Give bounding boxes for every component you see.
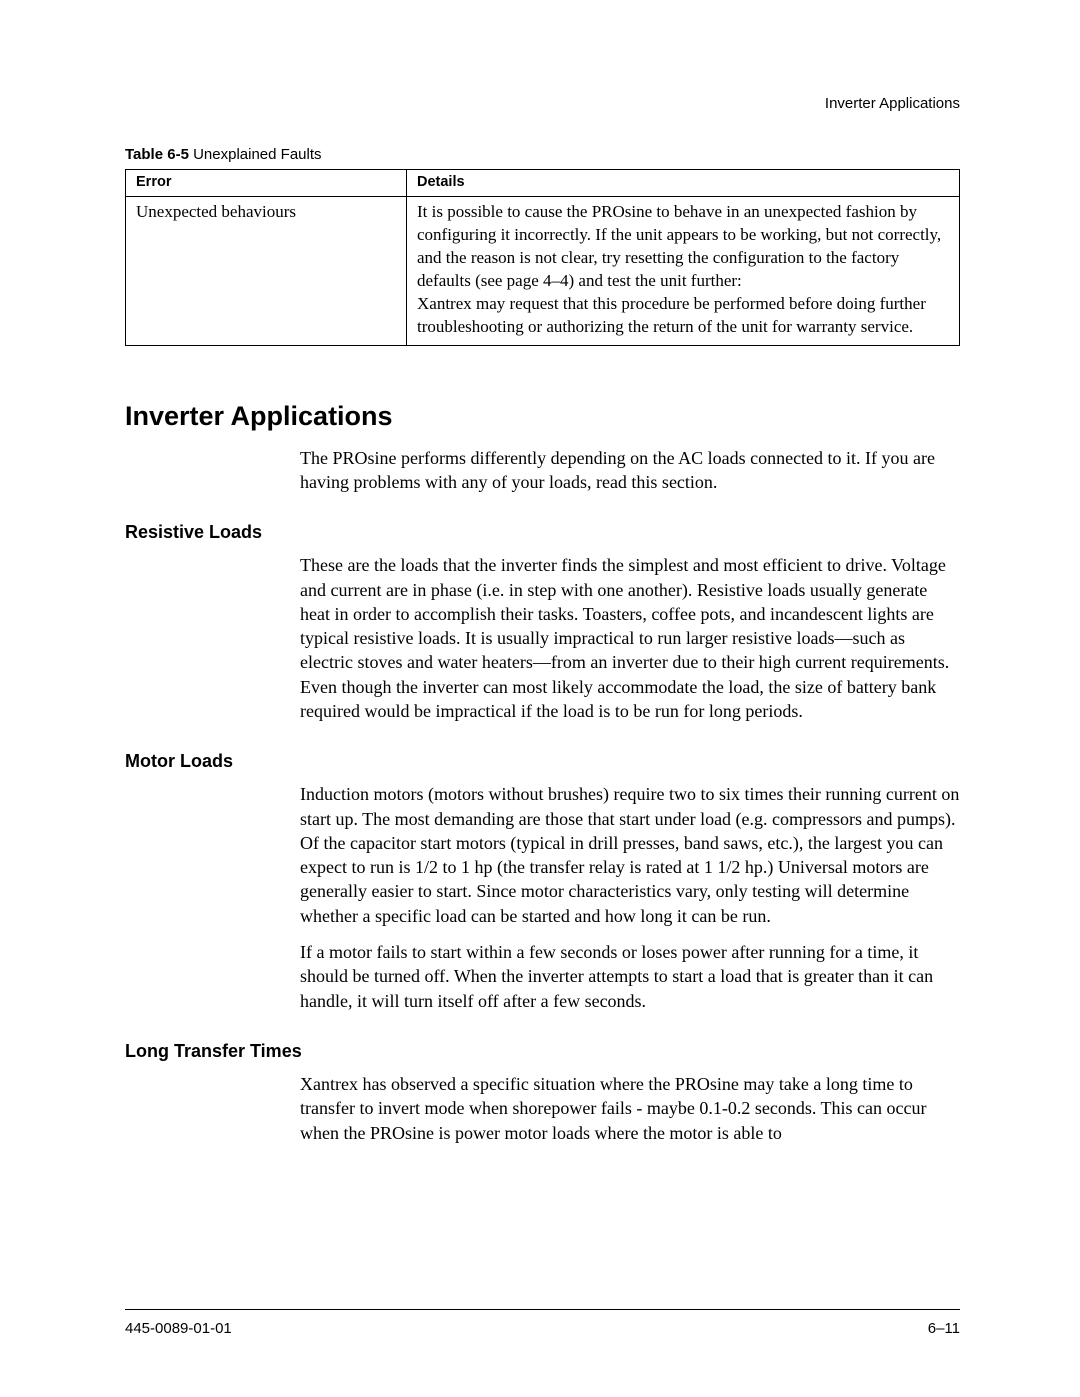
transfer-block: Xantrex has observed a specific situatio… — [300, 1072, 960, 1145]
table-header-row: Error Details — [126, 170, 960, 197]
motor-p1: Induction motors (motors without brushes… — [300, 782, 960, 928]
page-footer: 445-0089-01-01 6–11 — [125, 1309, 960, 1337]
section-heading: Inverter Applications — [125, 401, 960, 432]
intro-text: The PROsine performs differently dependi… — [300, 446, 960, 495]
transfer-text: Xantrex has observed a specific situatio… — [300, 1072, 960, 1145]
cell-error: Unexpected behaviours — [126, 197, 407, 346]
intro-block: The PROsine performs differently dependi… — [300, 446, 960, 495]
footer-pagenum: 6–11 — [928, 1320, 960, 1337]
th-details: Details — [407, 170, 960, 197]
faults-table: Error Details Unexpected behaviours It i… — [125, 169, 960, 346]
subsection-motor: Motor Loads — [125, 751, 960, 772]
table-row: Unexpected behaviours It is possible to … — [126, 197, 960, 346]
subsection-resistive: Resistive Loads — [125, 522, 960, 543]
table-caption: Table 6-5 Unexplained Faults — [125, 146, 960, 163]
resistive-block: These are the loads that the inverter fi… — [300, 553, 960, 723]
running-header: Inverter Applications — [125, 95, 960, 112]
motor-block: Induction motors (motors without brushes… — [300, 782, 960, 1013]
resistive-text: These are the loads that the inverter fi… — [300, 553, 960, 723]
motor-p2: If a motor fails to start within a few s… — [300, 940, 960, 1013]
footer-rule — [125, 1309, 960, 1310]
cell-details-p2: Xantrex may request that this procedure … — [417, 294, 926, 336]
th-error: Error — [126, 170, 407, 197]
table-caption-label: Table 6-5 — [125, 146, 189, 163]
cell-details: It is possible to cause the PROsine to b… — [407, 197, 960, 346]
table-caption-title: Unexplained Faults — [193, 146, 321, 163]
cell-details-p1: It is possible to cause the PROsine to b… — [417, 202, 941, 290]
subsection-transfer: Long Transfer Times — [125, 1041, 960, 1062]
document-page: Inverter Applications Table 6-5 Unexplai… — [0, 0, 1080, 1397]
footer-docnum: 445-0089-01-01 — [125, 1320, 232, 1337]
